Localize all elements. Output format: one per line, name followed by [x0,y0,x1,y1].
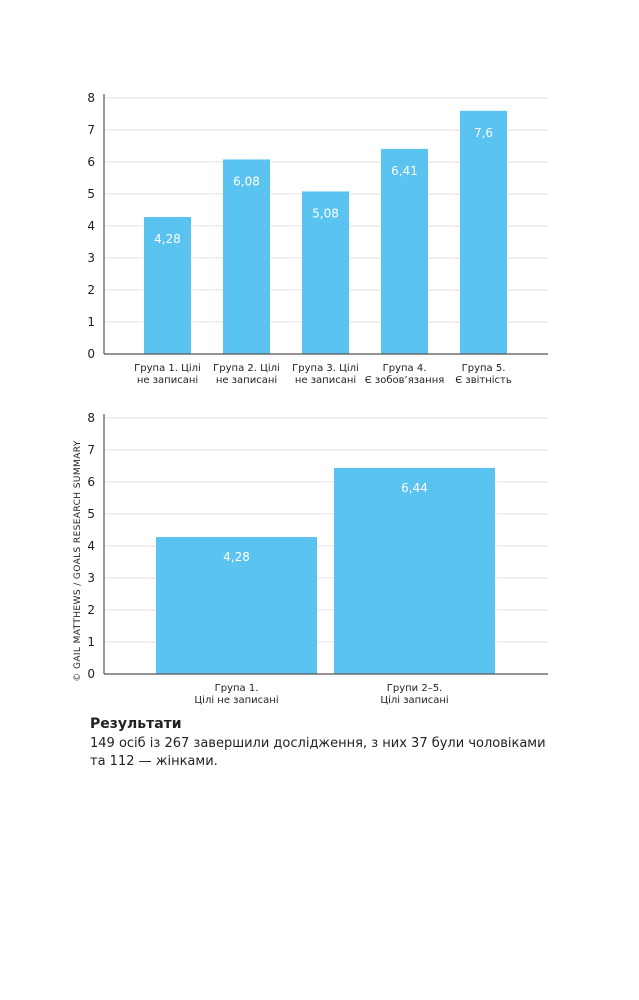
y-tick-label: 3 [87,571,95,585]
y-tick-label: 7 [87,123,95,137]
data-label: 6,08 [233,174,260,188]
y-tick-label: 6 [87,155,95,169]
category-label: Група 5. [462,363,506,374]
y-tick-label: 2 [87,603,95,617]
category-label: не записані [137,374,198,386]
y-tick-label: 8 [87,91,95,105]
data-label: 7,6 [474,126,493,140]
data-label: 6,41 [391,164,418,178]
data-label: 4,28 [154,232,181,246]
results-text: 149 осіб із 267 завершили дослідження, з… [90,736,546,769]
category-label: Група 4. [383,363,427,374]
category-label: Є зобов’язання [365,375,445,386]
data-label: 4,28 [223,550,250,564]
category-label: Цілі записані [380,694,448,706]
bar [144,217,191,354]
category-label: Є звітність [455,374,512,386]
data-label: 5,08 [312,206,339,220]
category-label: Цілі не записані [194,694,278,706]
category-label: не записані [295,374,356,386]
y-tick-label: 7 [87,443,95,457]
bar [223,159,270,354]
y-tick-label: 4 [87,539,95,553]
category-label: Групи 2–5. [387,683,442,694]
y-tick-label: 6 [87,475,95,489]
category-label: Група 3. Цілі [292,362,359,374]
bar [460,110,507,354]
bar-chart-groups-comparison: 0 1 2 3 4 5 6 7 8 4,28 Група 1.Цілі не записані 6,4… [87,411,548,706]
y-tick-label: 4 [87,219,95,233]
data-label: 6,44 [401,481,428,495]
y-tick-label: 0 [87,347,95,361]
y-tick-label: 5 [87,507,95,521]
y-tick-label: 3 [87,251,95,265]
bar [156,537,317,674]
copyright-text: © GAIL MATTHEWS / GOALS RESEARCH SUMMARY [73,440,83,682]
category-label: Група 1. [215,683,259,694]
y-tick-label: 2 [87,283,95,297]
category-label: Група 1. Цілі [134,362,201,374]
y-tick-label: 5 [87,187,95,201]
results-heading: Результати [90,716,182,732]
bar [334,467,495,674]
bar [302,191,349,354]
y-tick-label: 0 [87,667,95,681]
y-tick-label: 8 [87,411,95,425]
y-tick-label: 1 [87,635,95,649]
bar [381,148,428,354]
y-tick-label: 1 [87,315,95,329]
category-label: не записані [216,374,277,386]
category-label: Група 2. Цілі [213,362,280,374]
